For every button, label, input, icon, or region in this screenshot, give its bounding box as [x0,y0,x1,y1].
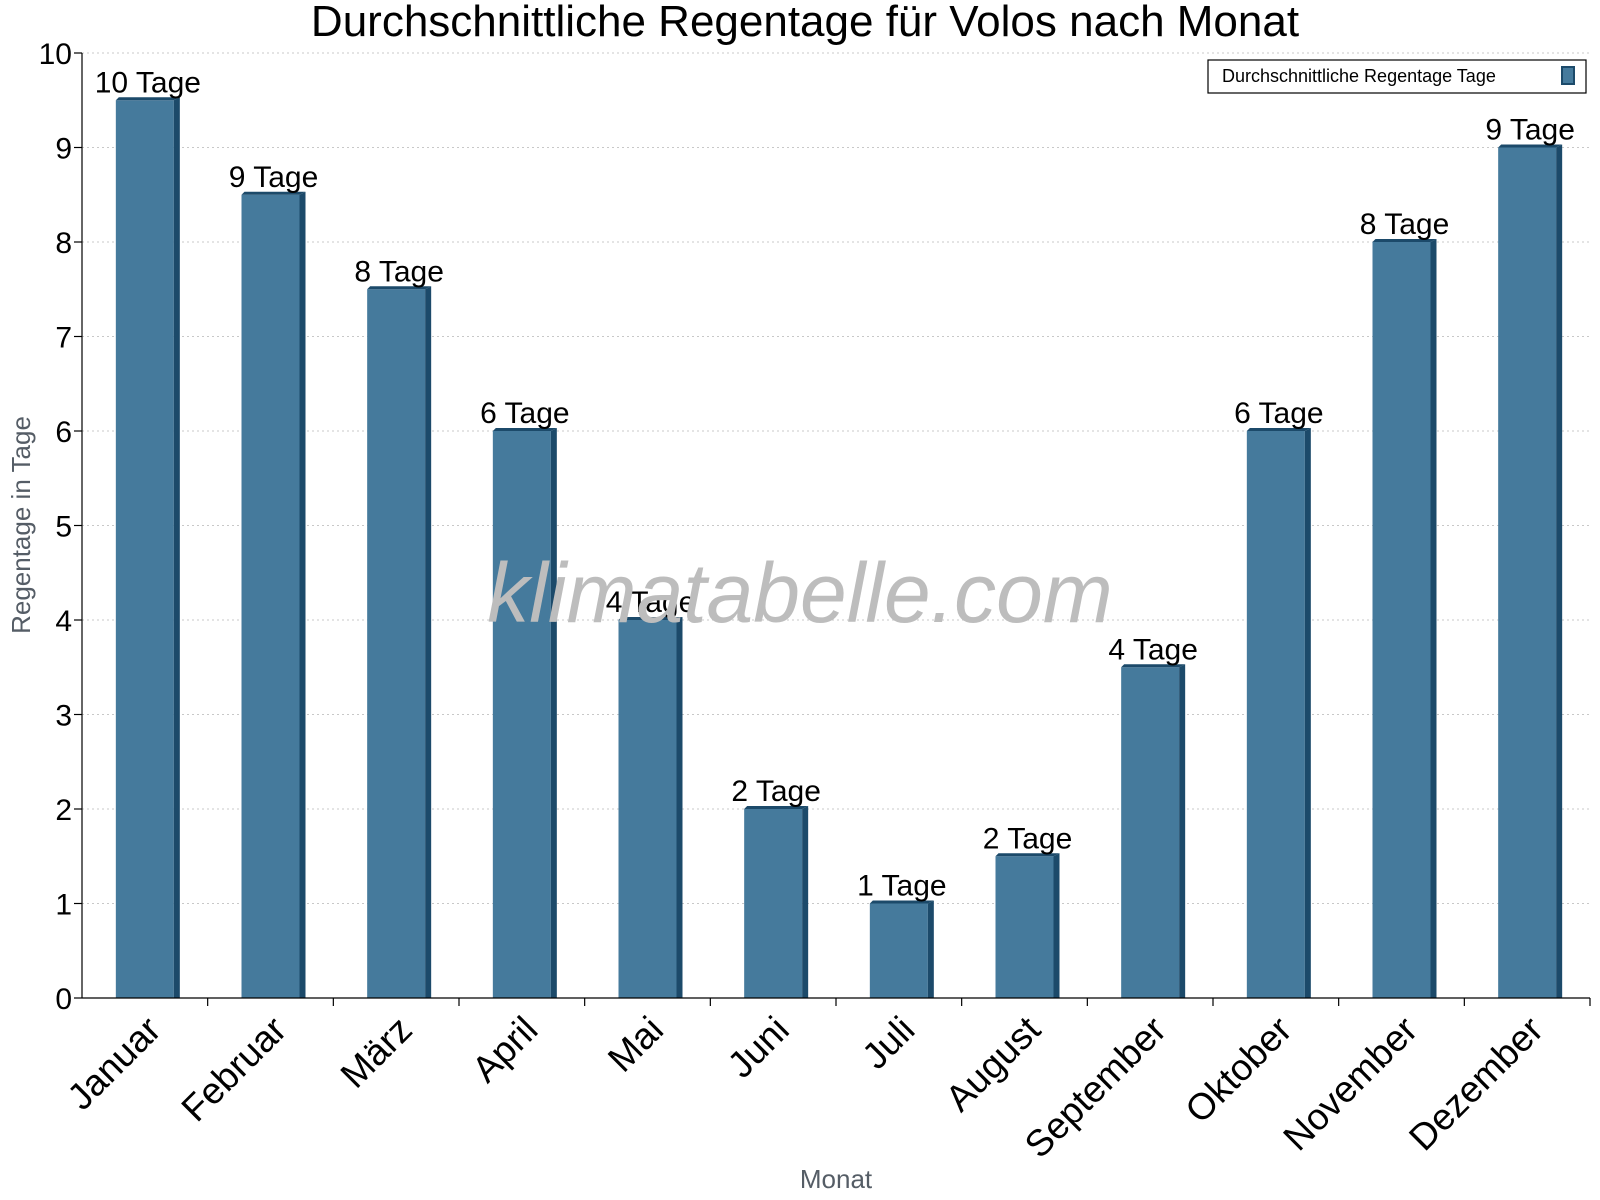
y-tick-label: 6 [55,416,72,449]
y-tick-label: 1 [55,889,72,922]
y-tick-label: 3 [55,700,72,733]
legend-box [1207,59,1587,94]
bar-value-label: 10 Tage [95,66,201,99]
bar [744,809,803,998]
bar-side [1053,853,1060,998]
bar-top [618,617,683,620]
bar-value-label: 4 Tage [1108,633,1198,666]
y-tick-label: 10 [39,38,72,71]
bar-top [869,900,934,904]
bar-value-label: 1 Tage [857,870,947,903]
bar-value-label: 9 Tage [229,161,319,194]
bar-side [802,806,809,998]
bar-value-label: 6 Tage [1234,397,1324,430]
watermark-text: klimatabelle.com [487,546,1113,640]
bar-value-label: 9 Tage [1485,114,1575,147]
bar-top [744,806,809,809]
bar-side [1556,144,1563,998]
bar-top [492,428,557,431]
bar [869,903,928,998]
bar-value-label: 8 Tage [354,255,444,288]
bar-side [550,428,557,998]
bar-top [1121,664,1186,668]
bar-value-label: 2 Tage [731,775,821,808]
bar-top [995,853,1060,857]
bar [618,620,677,998]
y-tick-label: 8 [55,227,72,260]
bar [115,100,174,998]
bar [1246,431,1305,998]
bar-top [115,97,180,101]
bar-value-label: 4 Tage [606,586,696,619]
bar [995,856,1054,998]
bar-top [1498,144,1563,148]
chart-title: Durchschnittliche Regentage für Volos na… [311,0,1299,46]
bar [492,431,551,998]
bar [1498,147,1557,998]
y-tick-label: 7 [55,322,72,355]
y-tick-label: 2 [55,794,72,827]
bar [1372,242,1431,998]
legend: Durchschnittliche Regentage Tage [1207,59,1587,94]
y-tick-label: 9 [55,133,72,166]
bar-side [173,97,180,998]
bar-side [1430,239,1437,998]
bar [241,194,300,998]
bar [367,289,426,998]
bar-side [1179,664,1186,998]
bars-group [115,97,1563,998]
bar-value-label: 2 Tage [983,822,1073,855]
bar-side [1304,428,1311,998]
bar-top [1372,239,1437,242]
bar-side [425,286,432,998]
bar-top [1246,428,1311,431]
y-tick-label: 4 [55,605,72,638]
y-axis-label: Regentage in Tage [6,416,36,634]
bar-value-label: 6 Tage [480,397,570,430]
grid-lines [82,52,1590,904]
bar [1121,667,1180,998]
bar-side [299,191,306,998]
y-tick-label: 0 [55,983,72,1016]
bar-top [367,286,432,290]
bar-top [241,191,306,195]
bar-labels-group: 10 Tage 9 Tage 8 Tage 6 Tage 4 Tage 2 Tage 1 T… [95,66,1575,902]
y-tick-label: 5 [55,511,72,544]
bar-side [927,900,934,998]
x-axis-label: Monat [800,1164,873,1194]
legend-label: Durchschnittliche Regentage Tage [1222,66,1496,86]
bar-value-label: 8 Tage [1360,208,1450,241]
legend-swatch [1561,66,1575,85]
bar-side [676,617,683,998]
